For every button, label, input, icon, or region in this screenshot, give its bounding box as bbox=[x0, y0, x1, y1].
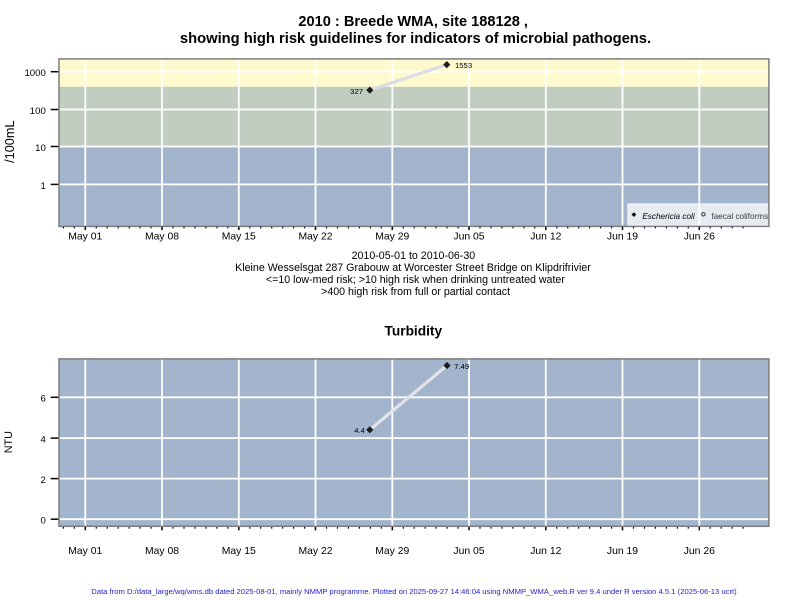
svg-text:May 22: May 22 bbox=[298, 232, 332, 243]
svg-text:May 22: May 22 bbox=[298, 546, 332, 557]
svg-text:4: 4 bbox=[40, 435, 46, 446]
svg-text:1000: 1000 bbox=[24, 68, 45, 79]
svg-text:May 01: May 01 bbox=[68, 232, 102, 243]
svg-text:Jun 26: Jun 26 bbox=[684, 232, 715, 243]
svg-text:10: 10 bbox=[35, 143, 46, 154]
svg-text:4.4: 4.4 bbox=[354, 426, 365, 435]
svg-text:Jun 05: Jun 05 bbox=[453, 232, 484, 243]
svg-text:Jun 19: Jun 19 bbox=[607, 232, 638, 243]
svg-text:Jun 19: Jun 19 bbox=[607, 546, 638, 557]
svg-text:0: 0 bbox=[40, 516, 45, 527]
svg-text:6: 6 bbox=[40, 394, 45, 405]
svg-text:>400 high risk from full or pa: >400 high risk from full or partial cont… bbox=[321, 286, 510, 298]
svg-text:2010-05-01 to 2010-06-30: 2010-05-01 to 2010-06-30 bbox=[352, 250, 476, 262]
svg-text:Kleine Wesselsgat 287 Grabouw: Kleine Wesselsgat 287 Grabouw at Worcest… bbox=[235, 262, 591, 274]
svg-text:May 08: May 08 bbox=[145, 232, 179, 243]
svg-text:Jun 12: Jun 12 bbox=[530, 232, 561, 243]
svg-text:/100mL: /100mL bbox=[3, 121, 17, 163]
svg-text:2: 2 bbox=[40, 475, 45, 486]
svg-text:May 08: May 08 bbox=[145, 546, 179, 557]
svg-text:Eschericia coli: Eschericia coli bbox=[642, 212, 695, 221]
svg-text:Turbidity: Turbidity bbox=[385, 323, 443, 338]
svg-text:NTU: NTU bbox=[3, 431, 15, 453]
svg-text:May 01: May 01 bbox=[68, 546, 102, 557]
svg-text:May 15: May 15 bbox=[222, 232, 256, 243]
svg-text:2010 : Breede WMA, site 188128: 2010 : Breede WMA, site 188128 , bbox=[298, 14, 528, 30]
svg-text:May 15: May 15 bbox=[222, 546, 256, 557]
svg-text:100: 100 bbox=[30, 106, 46, 117]
svg-text:May 29: May 29 bbox=[375, 546, 409, 557]
svg-text:Jun 12: Jun 12 bbox=[530, 546, 561, 557]
svg-text:Jun 26: Jun 26 bbox=[684, 546, 715, 557]
svg-text:1: 1 bbox=[40, 181, 45, 192]
svg-text:Data from D:/data_large/wq/wms: Data from D:/data_large/wq/wms.db dated … bbox=[91, 587, 737, 596]
svg-text:faecal coliforms: faecal coliforms bbox=[711, 212, 768, 221]
svg-text:showing high risk guidelines f: showing high risk guidelines for indicat… bbox=[180, 31, 651, 47]
svg-text:327: 327 bbox=[350, 87, 363, 96]
svg-text:Jun 05: Jun 05 bbox=[453, 546, 484, 557]
svg-text:1553: 1553 bbox=[455, 61, 472, 70]
svg-text:7.49: 7.49 bbox=[454, 362, 469, 371]
svg-text:May 29: May 29 bbox=[375, 232, 409, 243]
svg-text:<=10 low-med risk; >10 high ri: <=10 low-med risk; >10 high risk when dr… bbox=[266, 274, 565, 286]
